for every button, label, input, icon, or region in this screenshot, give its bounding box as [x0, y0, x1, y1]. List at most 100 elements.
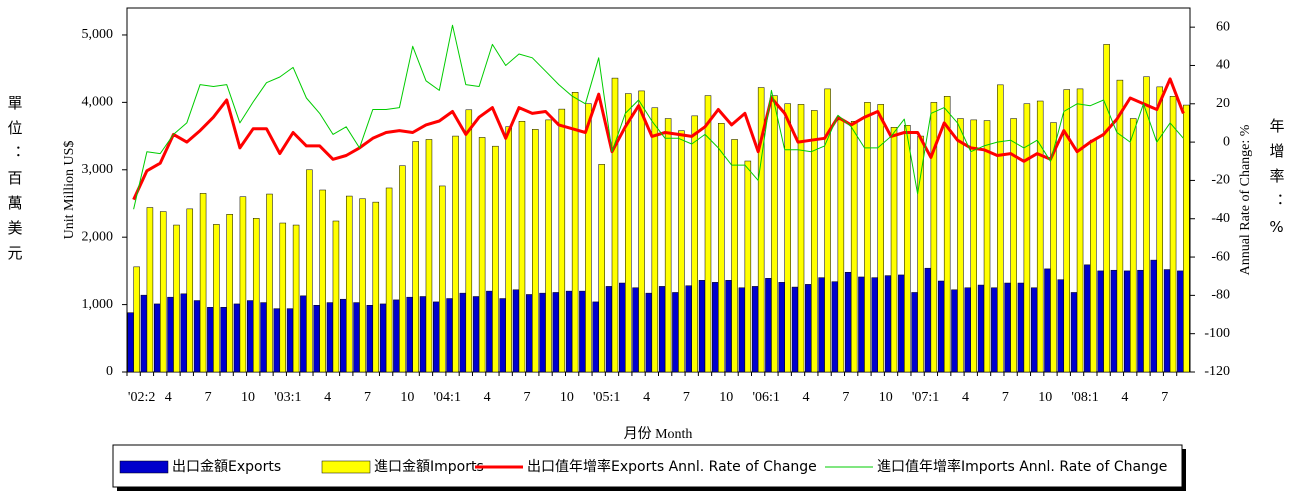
- bar: [1063, 89, 1070, 373]
- bar: [837, 119, 845, 373]
- bar: [153, 303, 161, 373]
- x-tick-label: 7: [1161, 390, 1168, 405]
- y-tick-label: 4,000: [82, 95, 114, 110]
- legend-label: 出口值年增率Exports Annl. Rate of Change: [527, 458, 817, 475]
- bar: [385, 187, 393, 373]
- x-tick-label: '04:1: [434, 390, 461, 405]
- bar: [585, 103, 592, 373]
- bar: [1143, 76, 1150, 373]
- legend-label: 出口金額Exports: [172, 459, 281, 475]
- line-series: [133, 24, 1184, 210]
- y2-tick-label: -100: [1204, 326, 1230, 341]
- bar: [997, 84, 1004, 373]
- legend-swatch: [321, 460, 371, 474]
- x-axis-title: 月份 Month: [624, 426, 693, 442]
- bar: [419, 296, 427, 373]
- bar: [784, 103, 791, 373]
- bar: [359, 198, 366, 373]
- bar: [625, 93, 632, 373]
- bar: [300, 295, 307, 373]
- bar: [260, 302, 267, 373]
- bar: [319, 189, 326, 373]
- bar: [1116, 79, 1124, 373]
- y2-tick-label: 20: [1216, 96, 1230, 111]
- bar: [486, 290, 493, 373]
- bar: [930, 102, 938, 373]
- y2-tick-label: -60: [1211, 249, 1230, 264]
- bar: [672, 292, 679, 373]
- bar: [685, 285, 692, 373]
- x-tick-label: '08:1: [1071, 390, 1098, 405]
- bar: [977, 284, 985, 373]
- bar: [1023, 103, 1031, 373]
- bar: [247, 300, 254, 373]
- y-axis-title: Unit Million US$: [62, 141, 77, 240]
- bar: [844, 271, 852, 373]
- bar: [598, 164, 605, 373]
- legend-swatch: [119, 460, 169, 474]
- bar: [207, 307, 214, 373]
- bar: [146, 207, 154, 373]
- y2-axis-title: Annual Rate of Change: %: [1238, 124, 1253, 275]
- bar: [712, 282, 719, 373]
- bar: [1103, 44, 1110, 373]
- bar: [306, 169, 313, 373]
- bar: [127, 312, 134, 373]
- bar: [964, 287, 972, 373]
- x-tick-label: 4: [1121, 390, 1128, 405]
- x-tick-label: 4: [165, 390, 172, 405]
- bar: [492, 145, 499, 373]
- plot-frame: [126, 7, 1191, 373]
- bar: [340, 298, 347, 373]
- x-tick-label: 4: [803, 390, 810, 405]
- bar: [904, 125, 911, 373]
- bar: [605, 286, 613, 373]
- bar: [1129, 118, 1137, 373]
- y-axis-title-zh: 單位：百萬美元: [6, 95, 24, 270]
- x-tick-label: 10: [719, 390, 733, 405]
- bar: [1097, 270, 1104, 373]
- bar: [818, 277, 825, 373]
- bar: [505, 126, 512, 373]
- bar: [638, 90, 645, 373]
- bar: [292, 224, 300, 373]
- legend-box: [112, 444, 1183, 488]
- bar: [393, 299, 400, 373]
- bar: [1030, 287, 1038, 373]
- bar: [552, 292, 560, 373]
- bar: [751, 286, 759, 373]
- bar: [831, 281, 839, 373]
- bar: [133, 266, 140, 373]
- bar: [1183, 104, 1190, 373]
- bar: [558, 108, 566, 373]
- bar: [1177, 270, 1184, 373]
- bar: [512, 289, 520, 373]
- bar: [478, 137, 486, 373]
- bar: [664, 118, 672, 373]
- y2-tick-label: 40: [1216, 58, 1230, 73]
- x-tick-label: 10: [879, 390, 893, 405]
- bar: [499, 298, 506, 373]
- bar: [704, 95, 712, 373]
- bar: [991, 287, 998, 373]
- x-tick-label: 7: [364, 390, 371, 405]
- bar: [771, 95, 778, 373]
- x-tick-label: 10: [560, 390, 574, 405]
- legend-label: 進口值年增率Imports Annl. Rate of Change: [877, 458, 1167, 475]
- x-tick-label: 4: [324, 390, 331, 405]
- bar: [1057, 279, 1065, 373]
- bar: [412, 141, 419, 373]
- bar: [326, 302, 334, 373]
- bar: [1137, 269, 1144, 373]
- bar: [266, 193, 273, 373]
- bar: [239, 196, 247, 373]
- bar: [725, 280, 732, 373]
- y-tick-label: 0: [106, 364, 113, 379]
- x-tick-label: 7: [1002, 390, 1009, 405]
- bar: [1156, 86, 1164, 373]
- bar: [213, 224, 220, 373]
- bar: [526, 294, 533, 373]
- bar: [273, 308, 281, 373]
- bar: [757, 87, 765, 373]
- bar: [180, 293, 188, 373]
